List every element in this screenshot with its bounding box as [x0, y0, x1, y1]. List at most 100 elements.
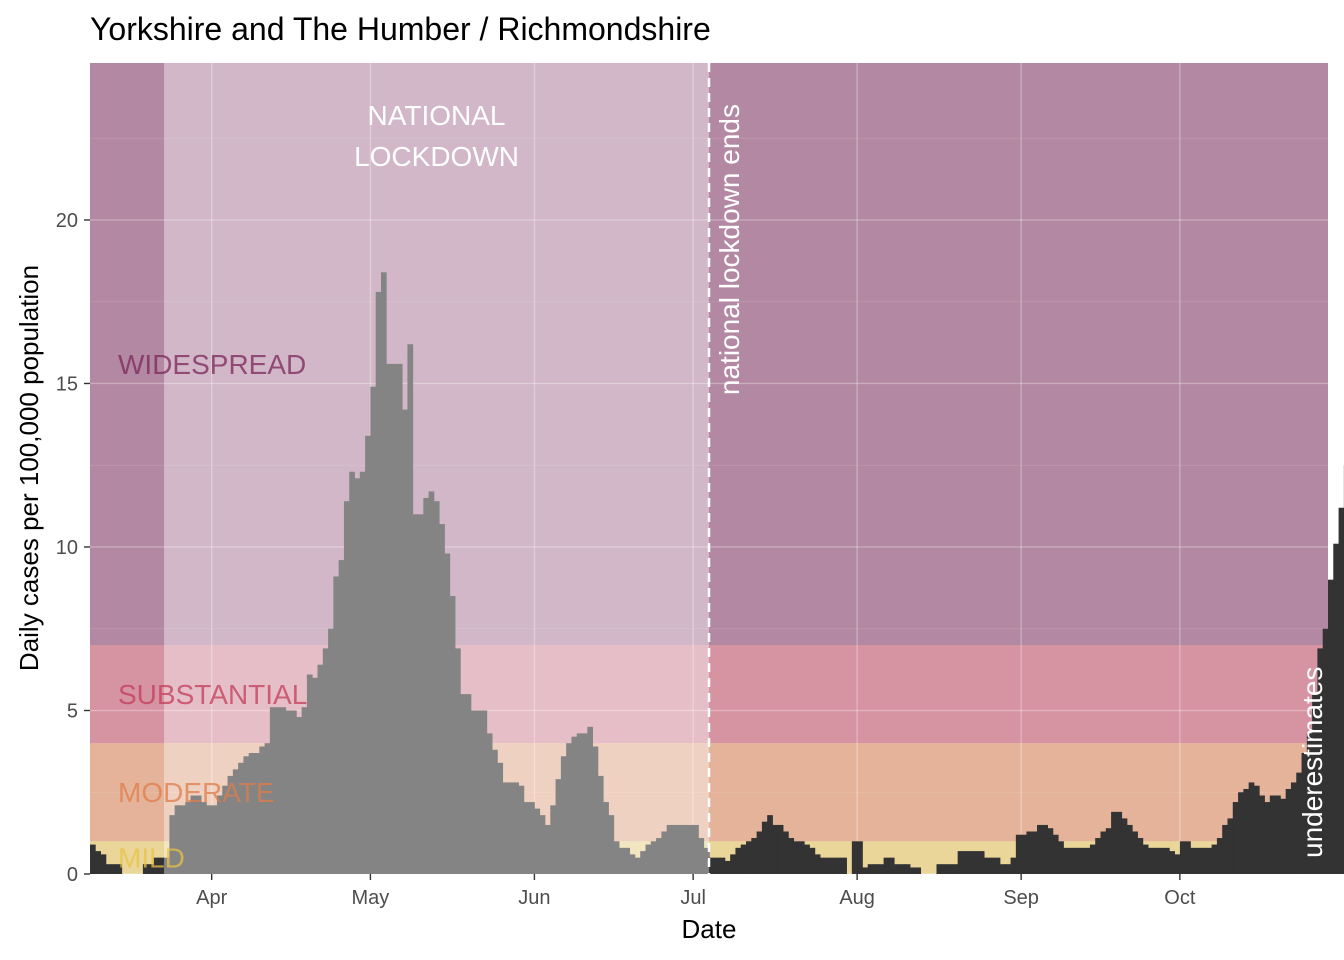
bar — [698, 838, 705, 874]
bar — [592, 746, 599, 874]
bar — [952, 864, 959, 874]
bar — [619, 847, 625, 874]
underestimates-annotation: underestimates — [1297, 667, 1328, 858]
bar — [957, 851, 964, 874]
bar — [1126, 824, 1133, 874]
bar — [936, 864, 943, 874]
bar — [835, 857, 842, 874]
lockdown-period — [164, 63, 710, 874]
bar — [613, 841, 620, 874]
bar — [1243, 788, 1250, 874]
bar — [1338, 507, 1344, 874]
bar — [423, 497, 429, 874]
bar — [1312, 694, 1318, 874]
bar — [1121, 818, 1128, 874]
bar — [1238, 792, 1244, 874]
bar — [449, 596, 456, 874]
bar — [481, 710, 488, 874]
bar — [777, 824, 784, 874]
bar — [492, 749, 498, 874]
bar — [439, 524, 445, 874]
bar — [1290, 782, 1297, 874]
bar — [179, 805, 186, 874]
bar — [1111, 811, 1117, 874]
y-axis: 0 5 10 15 20 — [56, 210, 90, 886]
bar — [899, 864, 906, 874]
bar — [793, 841, 800, 874]
x-axis-title: Date — [682, 914, 737, 944]
bar — [1317, 648, 1324, 874]
bar — [444, 553, 451, 874]
bar — [761, 821, 768, 874]
bar — [719, 857, 726, 874]
bar — [349, 471, 355, 874]
bar — [211, 805, 218, 874]
bar — [756, 831, 763, 874]
bar — [328, 628, 334, 874]
bar — [513, 782, 519, 874]
bar — [687, 824, 694, 874]
bar — [529, 802, 535, 874]
bar — [555, 779, 562, 874]
bar — [169, 815, 176, 874]
bar — [1095, 838, 1101, 874]
bar — [1158, 847, 1165, 874]
bar — [100, 854, 107, 874]
bar — [1163, 847, 1170, 874]
bar — [984, 857, 990, 874]
y-tick-label: 15 — [56, 373, 78, 395]
bar — [248, 753, 255, 874]
bar — [497, 762, 504, 874]
bar — [391, 363, 398, 874]
bar — [962, 851, 969, 874]
bar — [380, 272, 387, 875]
x-tick-label: Jul — [680, 887, 706, 909]
bar — [317, 664, 324, 874]
x-tick-label: Apr — [196, 887, 227, 909]
bar — [1301, 753, 1308, 874]
bar — [460, 694, 467, 874]
bar — [661, 831, 668, 874]
bar — [830, 857, 837, 874]
bar — [587, 726, 594, 874]
bar — [571, 736, 578, 874]
bar — [788, 838, 795, 874]
bar — [275, 707, 281, 874]
bar — [740, 844, 747, 874]
bar — [941, 864, 948, 874]
bar — [735, 847, 742, 874]
bar — [1211, 844, 1218, 874]
bar — [1280, 798, 1287, 874]
bar — [1100, 831, 1107, 874]
bar — [370, 386, 377, 874]
bar — [746, 841, 752, 874]
bar — [566, 743, 572, 874]
bar — [1031, 831, 1038, 874]
bar — [947, 864, 953, 874]
bar — [989, 857, 996, 874]
bar — [322, 648, 329, 874]
bar — [862, 867, 869, 874]
bar — [1269, 795, 1276, 874]
bar — [1253, 785, 1260, 874]
bar — [1089, 844, 1096, 874]
bar — [994, 857, 1001, 874]
bar — [1296, 772, 1302, 874]
bar — [640, 851, 646, 874]
lockdown-label-line2: LOCKDOWN — [354, 141, 519, 172]
bar — [333, 576, 340, 874]
bar — [814, 854, 821, 874]
band-label-mild: MILD — [118, 843, 185, 874]
bar — [95, 851, 101, 874]
x-tick-label: Jun — [518, 887, 550, 909]
bar — [751, 838, 758, 874]
bar — [433, 501, 440, 874]
lockdown-end-annotation: national lockdown ends — [714, 104, 745, 395]
plot-panel: WIDESPREAD SUBSTANTIAL MODERATE MILD NATION… — [90, 63, 1344, 875]
bar — [476, 710, 482, 874]
bar — [523, 802, 530, 874]
bar — [1232, 802, 1239, 874]
bar — [285, 710, 292, 874]
bar — [645, 844, 652, 874]
